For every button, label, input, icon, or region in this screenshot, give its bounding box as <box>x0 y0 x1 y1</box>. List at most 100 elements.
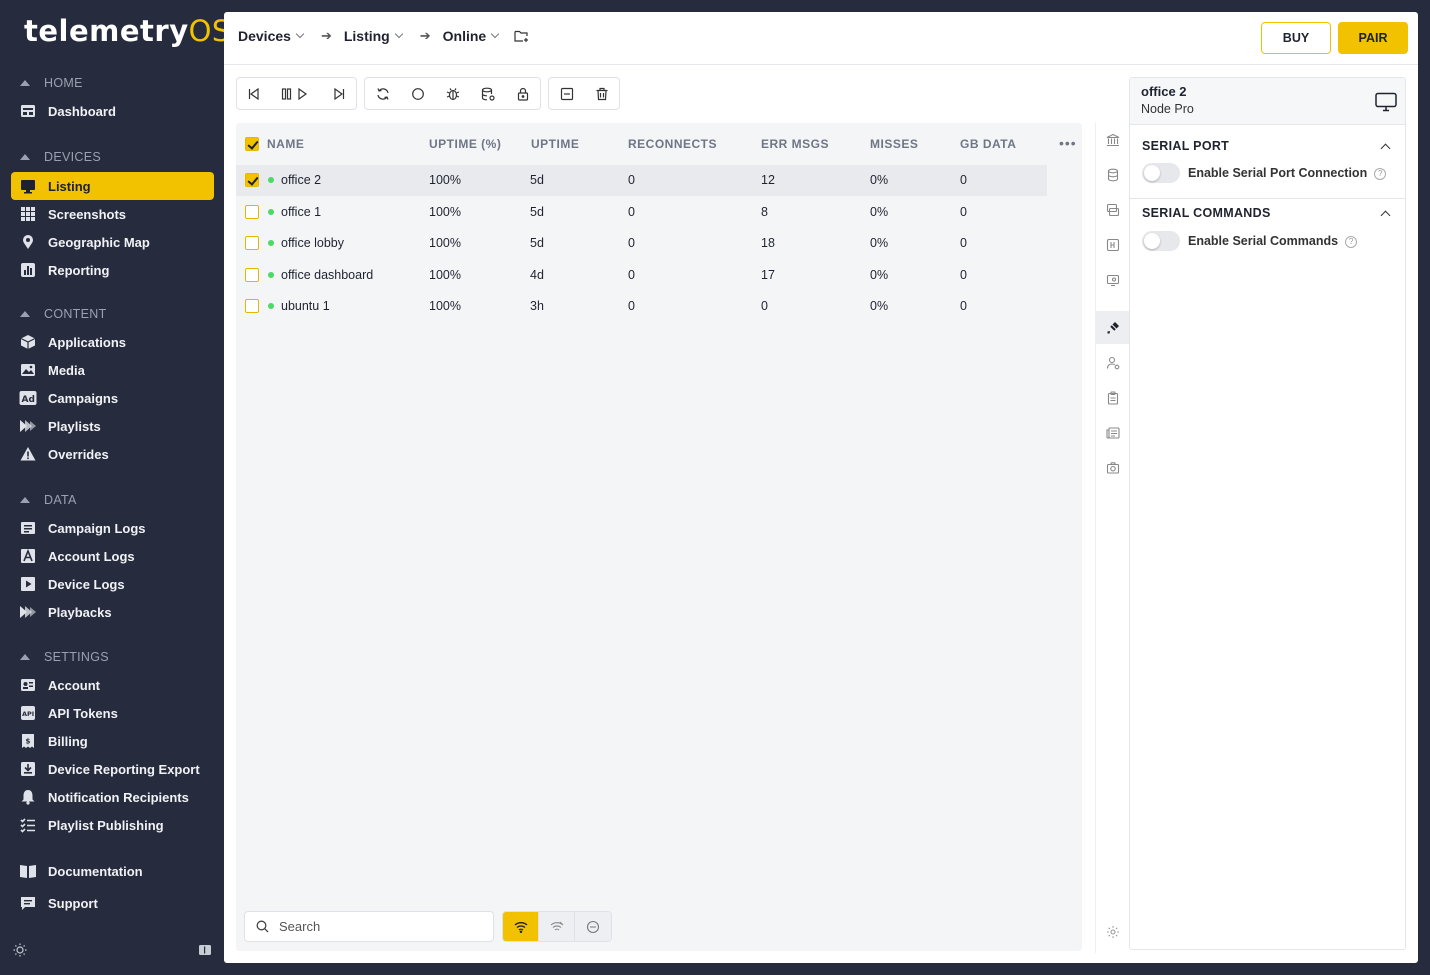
section-header-settings[interactable]: SETTINGS <box>20 648 109 666</box>
select-all-checkbox[interactable] <box>245 137 259 151</box>
sidebar-item-device-reporting-export[interactable]: Device Reporting Export <box>11 755 214 783</box>
table-row[interactable]: office lobby 100% 5d 0 18 0% 0 <box>236 228 1047 259</box>
row-checkbox[interactable] <box>245 173 259 187</box>
buy-button[interactable]: BUY <box>1261 22 1331 54</box>
status-filters <box>502 911 612 942</box>
tab-display[interactable] <box>1096 263 1129 296</box>
sidebar-item-applications[interactable]: Applications <box>11 328 214 356</box>
app-logo[interactable]: telemetryOS <box>24 14 231 48</box>
pause-play-button[interactable] <box>272 78 322 109</box>
sidebar-item-listing[interactable]: Listing <box>11 172 214 200</box>
section-header-data[interactable]: DATA <box>20 491 77 509</box>
section-header-home[interactable]: HOME <box>20 74 83 92</box>
sidebar-item-reporting[interactable]: Reporting <box>11 256 214 284</box>
svg-text:$: $ <box>26 738 31 746</box>
previous-button[interactable] <box>237 78 272 109</box>
sidebar-item-playlists[interactable]: Playlists <box>11 412 214 440</box>
tab-settings[interactable] <box>1096 915 1129 948</box>
tab-overview[interactable] <box>1096 123 1129 156</box>
lock-button[interactable] <box>505 78 540 109</box>
serial-port-toggle[interactable] <box>1142 163 1180 183</box>
help-icon[interactable]: ? <box>1345 236 1358 248</box>
column-header-reconnects[interactable]: RECONNECTS <box>628 137 718 151</box>
tab-serial[interactable] <box>1096 311 1129 344</box>
status-dot <box>268 303 274 309</box>
sidebar-item-notification-recipients[interactable]: Notification Recipients <box>11 783 214 811</box>
row-checkbox[interactable] <box>245 268 259 282</box>
refresh-button[interactable] <box>365 78 400 109</box>
section-header-content[interactable]: CONTENT <box>20 305 107 323</box>
monitor-icon[interactable] <box>1375 92 1397 117</box>
table-row[interactable]: office 1 100% 5d 0 8 0% 0 <box>236 197 1047 228</box>
row-checkbox[interactable] <box>245 236 259 250</box>
search-input[interactable] <box>279 919 479 934</box>
collapse-sidebar-icon[interactable] <box>198 943 212 957</box>
filter-online-button[interactable] <box>503 912 539 941</box>
newspaper-icon <box>1105 426 1120 439</box>
table-row[interactable]: ubuntu 1 100% 3h 0 0 0% 0 <box>236 291 1047 322</box>
tab-logs[interactable] <box>1096 228 1129 261</box>
breadcrumb-devices[interactable]: Devices <box>238 28 305 44</box>
sidebar-item-media[interactable]: Media <box>11 356 214 384</box>
breadcrumb-listing[interactable]: Listing <box>344 28 403 44</box>
main-panel: Devices ➔ Listing ➔ Online BUY PAIR NAME <box>224 12 1418 963</box>
filter-offline-button[interactable] <box>539 912 575 941</box>
power-button[interactable] <box>400 78 435 109</box>
cell-uptime: 3h <box>530 299 544 313</box>
cell-uptime-pct: 100% <box>429 173 461 187</box>
serial-commands-toggle[interactable] <box>1142 231 1180 251</box>
theme-toggle-icon[interactable] <box>13 943 27 957</box>
sidebar-item-dashboard[interactable]: Dashboard <box>11 97 214 125</box>
sidebar-item-geographic-map[interactable]: Geographic Map <box>11 228 214 256</box>
tab-users[interactable] <box>1096 346 1129 379</box>
tab-screenshots[interactable] <box>1096 193 1129 226</box>
sidebar-item-screenshots[interactable]: Screenshots <box>11 200 214 228</box>
tab-storage[interactable] <box>1096 158 1129 191</box>
next-button[interactable] <box>321 78 356 109</box>
tab-playlists[interactable] <box>1096 416 1129 449</box>
tab-clipboard[interactable] <box>1096 381 1129 414</box>
row-checkbox[interactable] <box>245 299 259 313</box>
add-folder-icon[interactable] <box>514 29 530 43</box>
serial-commands-collapse-icon[interactable] <box>1380 210 1391 221</box>
sidebar-item-documentation[interactable]: Documentation <box>11 857 214 885</box>
column-header-uptime-pct[interactable]: UPTIME (%) <box>429 137 502 151</box>
more-options-icon[interactable]: ••• <box>1059 135 1077 151</box>
sidebar-item-overrides[interactable]: Overrides <box>11 440 214 468</box>
column-header-gb-data[interactable]: GB DATA <box>960 137 1017 151</box>
warning-icon <box>19 445 37 463</box>
delete-button[interactable] <box>584 78 619 109</box>
status-dot <box>268 272 274 278</box>
debug-button[interactable] <box>435 78 470 109</box>
column-header-misses[interactable]: MISSES <box>870 137 919 151</box>
column-header-name[interactable]: NAME <box>267 137 305 151</box>
sidebar-item-campaign-logs[interactable]: Campaign Logs <box>11 514 214 542</box>
sidebar-item-support[interactable]: Support <box>11 889 214 917</box>
sidebar-item-account-logs[interactable]: Account Logs <box>11 542 214 570</box>
table-row[interactable]: office dashboard 100% 4d 0 17 0% 0 <box>236 260 1047 291</box>
sidebar-item-account[interactable]: Account <box>11 671 214 699</box>
serial-port-toggle-label: Enable Serial Port Connection? <box>1188 166 1387 180</box>
tab-camera[interactable] <box>1096 451 1129 484</box>
sidebar-item-campaigns[interactable]: Ad Campaigns <box>11 384 214 412</box>
storage-button[interactable] <box>470 78 505 109</box>
column-header-uptime[interactable]: UPTIME <box>531 137 580 151</box>
row-checkbox[interactable] <box>245 205 259 219</box>
breadcrumb-online[interactable]: Online <box>443 28 500 44</box>
sidebar-item-playbacks[interactable]: Playbacks <box>11 598 214 626</box>
column-header-err-msgs[interactable]: ERR MSGS <box>761 137 830 151</box>
pair-button[interactable]: PAIR <box>1338 22 1408 54</box>
sidebar-item-device-logs[interactable]: Device Logs <box>11 570 214 598</box>
help-icon[interactable]: ? <box>1374 168 1387 180</box>
cell-uptime-pct: 100% <box>429 268 461 282</box>
section-header-devices[interactable]: DEVICES <box>20 148 101 166</box>
table-row[interactable]: office 2 100% 5d 0 12 0% 0 <box>236 165 1047 196</box>
collapse-button[interactable] <box>549 78 584 109</box>
sidebar-item-api-tokens[interactable]: API API Tokens <box>11 699 214 727</box>
sidebar-item-playlist-publishing[interactable]: Playlist Publishing <box>11 811 214 839</box>
serial-port-collapse-icon[interactable] <box>1380 143 1391 154</box>
filter-disabled-button[interactable] <box>575 912 611 941</box>
lock-icon <box>517 87 528 101</box>
sidebar-item-billing[interactable]: $ Billing <box>11 727 214 755</box>
cell-name: office 2 <box>281 173 322 187</box>
